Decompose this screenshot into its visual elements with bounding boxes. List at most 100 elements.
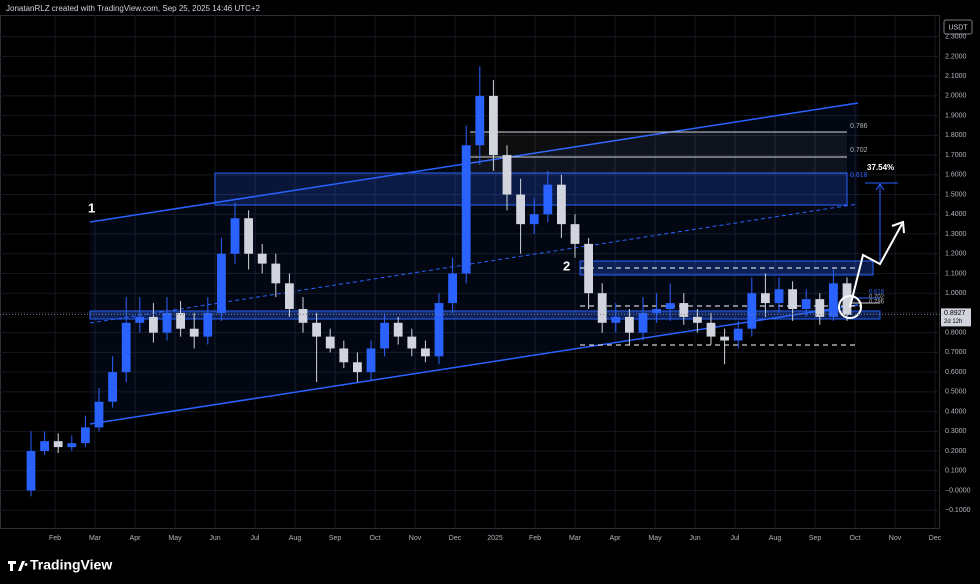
y-tick-label: 1.7000 bbox=[945, 152, 967, 159]
candle-body bbox=[26, 451, 36, 491]
price-tag-label: 0.8927 bbox=[944, 310, 966, 317]
x-tick-label: Apr bbox=[130, 535, 142, 542]
candle-body bbox=[611, 316, 621, 323]
y-tick-label: 1.6000 bbox=[945, 172, 967, 179]
candle-body bbox=[665, 303, 675, 309]
candle-body bbox=[529, 214, 539, 225]
y-tick-label: 0.6000 bbox=[945, 369, 967, 376]
measure-arrowhead bbox=[875, 183, 885, 191]
candle-body bbox=[53, 441, 63, 448]
candle-body bbox=[366, 348, 376, 373]
candle-body bbox=[597, 293, 607, 323]
y-tick-label: 2.3000 bbox=[945, 34, 967, 41]
candle-body bbox=[203, 312, 213, 337]
fib-label: 0.786 bbox=[869, 300, 885, 306]
countdown: 2d 12h bbox=[944, 319, 962, 325]
candle-body bbox=[625, 316, 634, 333]
candle-body bbox=[40, 441, 49, 452]
candle-body bbox=[121, 322, 131, 373]
projection-path bbox=[849, 223, 903, 308]
candle-body bbox=[733, 328, 743, 341]
candle-body bbox=[720, 336, 729, 341]
candle-body bbox=[421, 348, 430, 357]
candle-body bbox=[312, 322, 321, 337]
logo-icon bbox=[8, 561, 28, 571]
candle-body bbox=[652, 308, 661, 313]
currency-box[interactable] bbox=[943, 19, 973, 35]
y-tick-label: 0.3000 bbox=[945, 428, 967, 435]
candle-body bbox=[801, 299, 811, 309]
candle-body bbox=[761, 293, 770, 304]
x-tick-label: Dec bbox=[929, 535, 942, 542]
fib-label: 0.618 bbox=[850, 172, 868, 179]
candle-body bbox=[298, 308, 308, 323]
candle-body bbox=[94, 401, 104, 428]
candle-body bbox=[434, 303, 444, 357]
fib-label: 0.702 bbox=[850, 147, 868, 154]
x-tick-label: Feb bbox=[49, 535, 61, 542]
y-tick-label: 0.7000 bbox=[945, 349, 967, 356]
x-tick-label: Nov bbox=[889, 535, 902, 542]
y-tick-label: 0.5000 bbox=[945, 389, 967, 396]
fib-label: 0.786 bbox=[850, 123, 868, 130]
candle-body bbox=[67, 443, 77, 448]
plot-frame bbox=[0, 15, 940, 529]
header: JonatanRLZ created with TradingView.com,… bbox=[6, 4, 261, 13]
candle-body bbox=[162, 312, 172, 333]
candle-body bbox=[230, 218, 240, 254]
candle-body bbox=[217, 253, 226, 313]
channel-lower bbox=[89, 304, 859, 425]
measure-label: 37.54% bbox=[867, 163, 894, 172]
x-tick-label: Nov bbox=[409, 535, 422, 542]
candle-body bbox=[543, 184, 553, 215]
candle-body bbox=[135, 316, 145, 323]
highlight-circle bbox=[838, 295, 862, 319]
x-tick-label: Feb bbox=[529, 535, 541, 542]
candle-body bbox=[189, 328, 199, 337]
candle-body bbox=[706, 322, 716, 337]
x-tick-label: Oct bbox=[370, 535, 381, 542]
y-tick-label: −0.0000 bbox=[945, 487, 971, 494]
y-tick-label: 1.5000 bbox=[945, 191, 967, 198]
candle-body bbox=[353, 362, 362, 373]
candle-body bbox=[325, 336, 335, 349]
y-tick-label: 0.8000 bbox=[945, 330, 967, 337]
candle-body bbox=[774, 289, 784, 304]
wave-label: 1 bbox=[88, 200, 95, 215]
x-tick-label: Sep bbox=[809, 535, 822, 542]
candle-body bbox=[584, 243, 593, 294]
fib-label: 0.618 bbox=[869, 290, 885, 296]
candle-body bbox=[747, 293, 757, 329]
candle-body bbox=[407, 336, 417, 349]
x-tick-label: Jul bbox=[251, 535, 260, 542]
y-tick-label: 2.1000 bbox=[945, 73, 967, 80]
candle-body bbox=[81, 427, 90, 444]
y-tick-label: 1.0000 bbox=[945, 290, 967, 297]
y-tick-label: 1.3000 bbox=[945, 231, 967, 238]
support-zone bbox=[89, 310, 881, 320]
candle-body bbox=[339, 348, 349, 363]
candle-body bbox=[815, 299, 825, 317]
candle-body bbox=[393, 322, 403, 337]
candle-body bbox=[448, 273, 457, 304]
y-tick-label: 1.8000 bbox=[945, 132, 967, 139]
candle-body bbox=[788, 289, 797, 309]
candle-body bbox=[380, 322, 389, 349]
x-tick-label: Jun bbox=[209, 535, 220, 542]
y-tick-label: 2.2000 bbox=[945, 53, 967, 60]
projection-arrowhead bbox=[891, 220, 905, 234]
candle-body bbox=[149, 316, 158, 333]
candle-body bbox=[257, 253, 267, 264]
candle-body bbox=[570, 224, 580, 244]
x-tick-label: Aug bbox=[769, 535, 782, 542]
resistance-zone bbox=[214, 172, 848, 206]
candle-body bbox=[244, 218, 253, 254]
x-tick-label: May bbox=[648, 535, 662, 542]
x-tick-label: Oct bbox=[850, 535, 861, 542]
candle-body bbox=[461, 145, 471, 274]
channel-upper bbox=[89, 102, 859, 223]
candle-body bbox=[502, 155, 512, 195]
y-tick-label: 1.9000 bbox=[945, 112, 967, 119]
candle-body bbox=[842, 283, 852, 315]
